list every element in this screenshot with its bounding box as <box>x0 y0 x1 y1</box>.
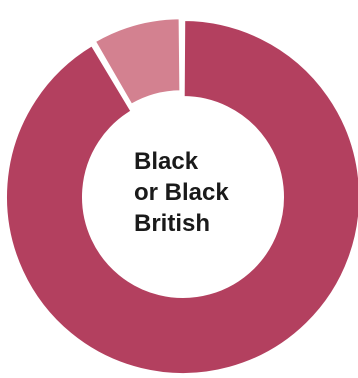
center-label: Black or Black British <box>134 146 274 239</box>
donut-slice-1 <box>5 18 358 375</box>
donut-slices <box>5 17 358 375</box>
donut-slice-2 <box>93 17 182 106</box>
center-label-line-1: Black <box>134 148 199 175</box>
center-label-line-3: British <box>134 210 211 237</box>
center-label-line-2: or Black <box>134 179 229 206</box>
